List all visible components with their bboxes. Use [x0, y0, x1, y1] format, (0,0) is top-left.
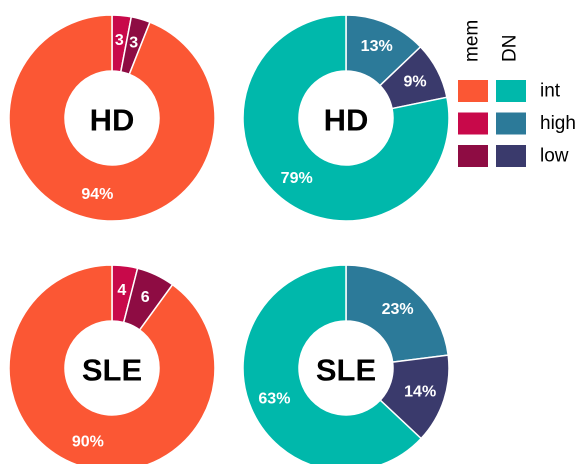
center-label: SLE	[82, 353, 142, 388]
slice-label: 4	[117, 282, 126, 299]
donut-slice	[242, 14, 450, 222]
legend-swatch	[458, 145, 488, 167]
legend-swatch	[496, 112, 526, 135]
legend-title: mem	[462, 20, 483, 62]
legend-swatch	[458, 80, 488, 102]
donut-slice	[345, 264, 450, 363]
legend-swatch	[458, 112, 488, 135]
donut-slice	[8, 264, 216, 464]
legend-label: int	[540, 81, 561, 102]
donut-slice	[8, 14, 216, 222]
legend-title: DN	[500, 35, 521, 62]
slice-label: 79%	[281, 170, 313, 187]
center-label: HD	[90, 103, 135, 138]
slice-label: 13%	[361, 38, 393, 55]
slice-label: 23%	[382, 301, 414, 318]
slice-label: 9%	[404, 73, 427, 90]
slice-label: 6	[141, 289, 150, 306]
slice-label: 3	[129, 35, 138, 52]
legend-swatch	[496, 145, 526, 167]
slice-label: 63%	[258, 390, 290, 407]
center-label: SLE	[316, 353, 376, 388]
slice-label: 90%	[72, 434, 104, 451]
legend-label: high	[540, 113, 576, 134]
slice-label: 94%	[81, 186, 113, 203]
donut-slice	[242, 264, 423, 464]
center-label: HD	[324, 103, 369, 138]
slice-label: 3	[115, 32, 124, 49]
slice-label: 14%	[404, 384, 436, 401]
legend-label: low	[540, 146, 569, 167]
legend-swatch	[496, 80, 526, 102]
